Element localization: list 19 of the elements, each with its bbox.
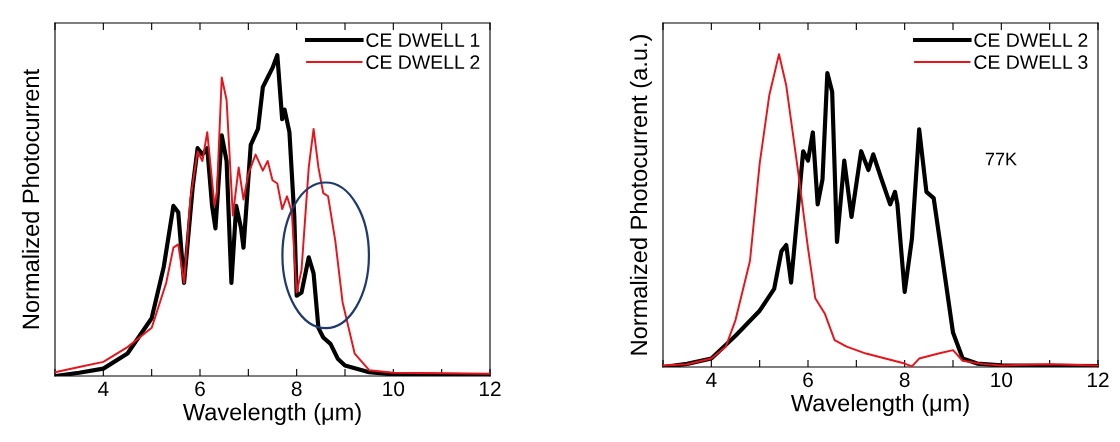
x-tick-label: 6 bbox=[803, 372, 813, 388]
x-axis-title: Wavelength (μm) bbox=[790, 394, 969, 417]
legend-label: CE DWELL 3 bbox=[974, 55, 1088, 70]
x-tick-label: 6 bbox=[195, 381, 205, 397]
legend-label: CE DWELL 2 bbox=[974, 33, 1088, 47]
x-tick-label: 8 bbox=[899, 372, 910, 388]
x-tick-label: 10 bbox=[991, 372, 1013, 388]
y-axis-title: Normalized Photocurrent bbox=[21, 69, 40, 329]
x-tick-label: 4 bbox=[706, 372, 717, 387]
x-tick-label: 8 bbox=[291, 381, 302, 397]
x-tick-label: 4 bbox=[98, 381, 109, 396]
x-tick-label: 12 bbox=[480, 381, 501, 396]
x-tick-label: 10 bbox=[383, 381, 405, 397]
annotation: 77K bbox=[985, 152, 1017, 166]
y-axis-title: Normalized Photocurrent (a.u.) bbox=[629, 35, 652, 355]
legend-label: CE DWELL 2 bbox=[366, 55, 480, 70]
x-tick-label: 12 bbox=[1088, 372, 1109, 387]
legend-label: CE DWELL 1 bbox=[366, 33, 480, 47]
x-axis-title: Wavelength (μm) bbox=[182, 403, 361, 426]
